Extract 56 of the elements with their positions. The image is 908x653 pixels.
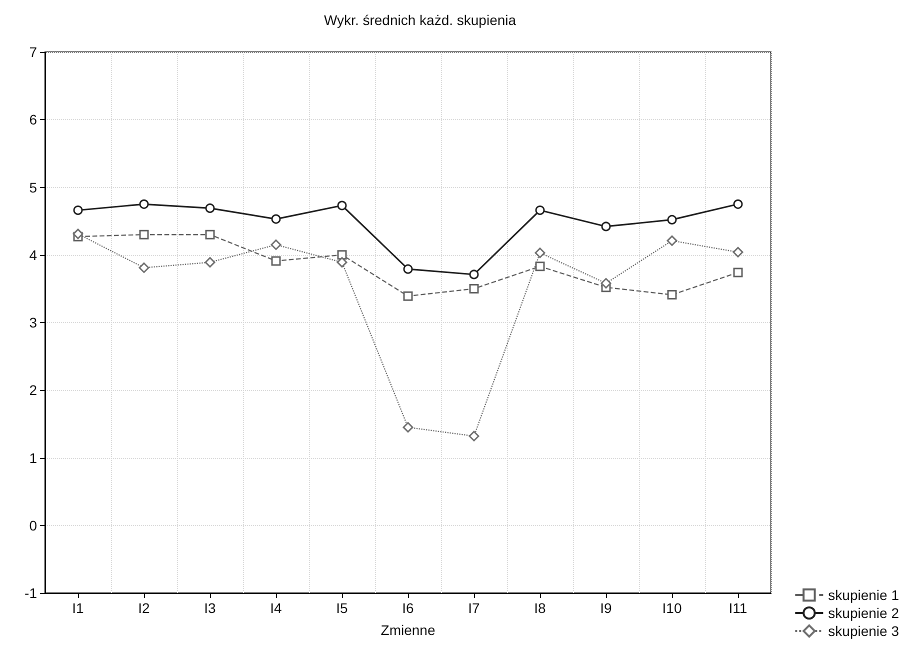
x-axis-title: Zmienne xyxy=(380,622,436,638)
point xyxy=(733,199,743,209)
legend-label: skupienie 3 xyxy=(828,623,900,639)
y-tick-label: 1 xyxy=(29,450,38,466)
x-tick-label: I8 xyxy=(534,600,546,616)
point xyxy=(666,235,678,246)
point xyxy=(337,250,347,260)
point xyxy=(205,203,215,213)
legend-label: skupienie 2 xyxy=(828,605,900,621)
y-tick-label: 3 xyxy=(29,314,38,330)
point xyxy=(72,228,84,240)
y-tick-label: 7 xyxy=(29,44,38,60)
y-tick-label: 5 xyxy=(29,179,38,196)
x-tick-label: I4 xyxy=(270,600,282,616)
point xyxy=(667,214,677,224)
point xyxy=(271,256,281,266)
point xyxy=(73,205,83,215)
point xyxy=(733,268,743,278)
x-tick-label: I6 xyxy=(402,600,414,616)
point xyxy=(205,230,215,240)
point xyxy=(337,200,347,210)
y-tick-label: -1 xyxy=(24,585,38,601)
x-tick-label: I1 xyxy=(72,600,84,616)
x-tick-label: I10 xyxy=(662,600,682,616)
x-tick-label: I5 xyxy=(336,600,348,616)
point xyxy=(403,291,413,301)
point xyxy=(732,246,744,258)
chart-title: Wykr. średnich każd. skupienia xyxy=(324,12,516,28)
point xyxy=(204,257,216,268)
point xyxy=(469,284,479,294)
x-tick-label: I3 xyxy=(204,600,216,616)
y-tick-label: 6 xyxy=(29,112,38,128)
x-tick-label: I7 xyxy=(468,600,480,616)
x-tick-label: I9 xyxy=(600,600,612,616)
point xyxy=(667,290,677,300)
point xyxy=(601,222,611,232)
point xyxy=(139,199,149,209)
point xyxy=(139,230,149,240)
y-tick-label: 0 xyxy=(29,517,38,534)
point xyxy=(535,205,545,215)
point xyxy=(468,430,480,442)
point xyxy=(138,262,150,273)
legend-label: skupienie 1 xyxy=(828,587,900,603)
point xyxy=(535,262,545,272)
point xyxy=(469,270,479,280)
y-tick-label: 2 xyxy=(29,382,38,398)
point xyxy=(271,214,281,224)
point xyxy=(336,257,348,268)
point xyxy=(402,422,414,433)
y-tick-label: 4 xyxy=(29,246,38,263)
x-tick-label: I2 xyxy=(138,600,150,616)
point xyxy=(403,264,413,274)
point xyxy=(534,248,546,258)
point xyxy=(600,278,612,289)
point xyxy=(270,239,282,250)
x-tick-label: I11 xyxy=(728,600,748,616)
